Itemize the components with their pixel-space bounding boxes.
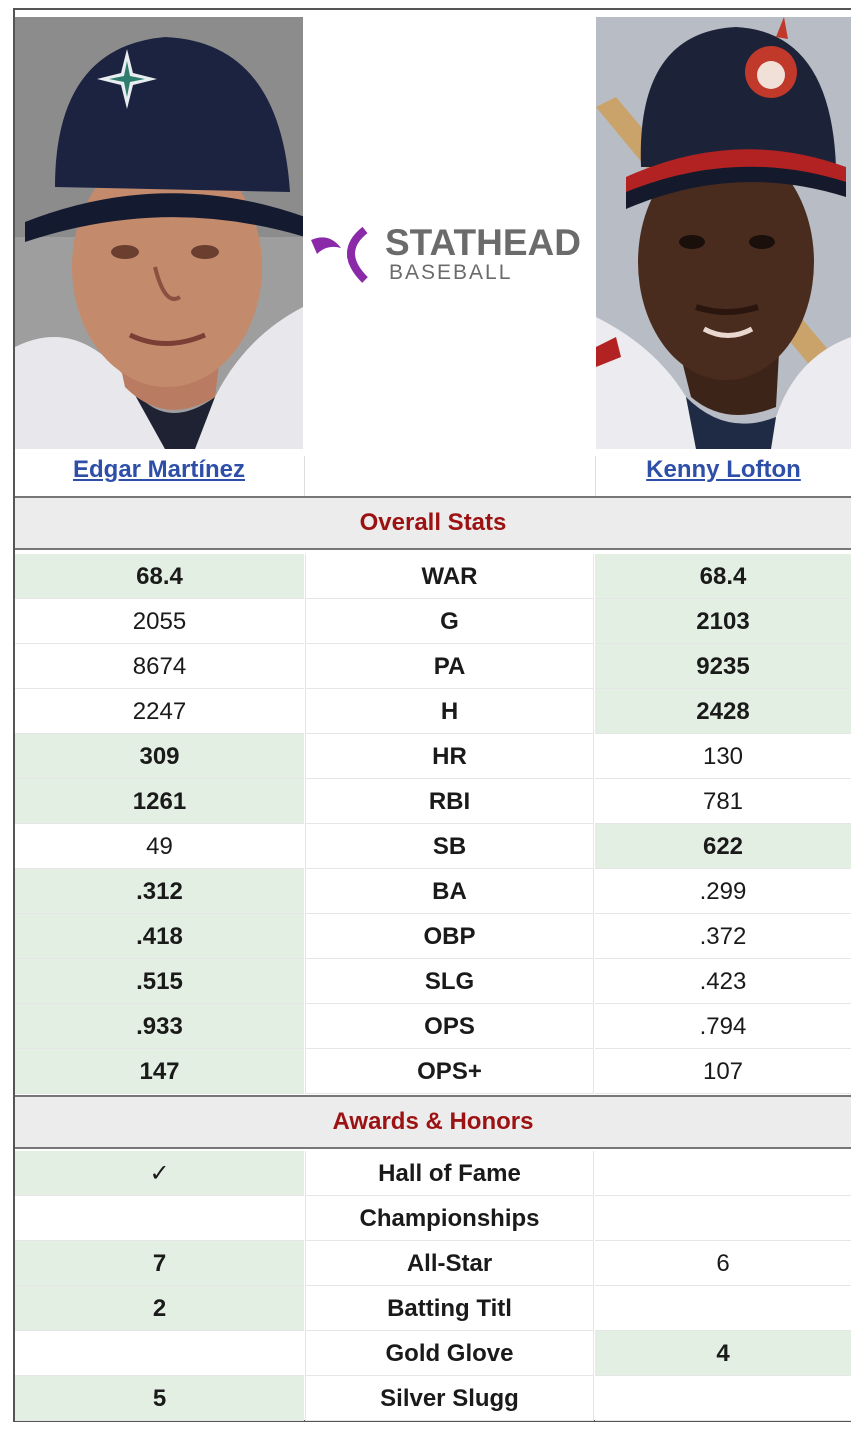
right-value: 2428: [595, 689, 851, 734]
player-name-link-left[interactable]: Edgar Martínez: [72, 456, 246, 483]
table-row: 1261 RBI 781: [15, 779, 851, 824]
right-value: [595, 1286, 851, 1331]
left-value: 49: [15, 824, 304, 869]
right-value: 9235: [595, 644, 851, 689]
stat-label: OBP: [305, 914, 594, 959]
right-value: 6: [595, 1241, 851, 1286]
comparison-table-frame: [13, 8, 851, 1422]
stat-label: Batting Titl: [305, 1286, 594, 1331]
table-row: Gold Glove 4: [15, 1331, 851, 1376]
table-row: 309 HR 130: [15, 734, 851, 779]
table-row: ✓ Hall of Fame: [15, 1151, 851, 1196]
left-value: [15, 1331, 304, 1376]
table-row: 2055 G 2103: [15, 599, 851, 644]
stat-label: OPS+: [305, 1049, 594, 1094]
table-row: 2247 H 2428: [15, 689, 851, 734]
stat-label: All-Star: [305, 1241, 594, 1286]
left-value: 2: [15, 1286, 304, 1331]
header-divider-left: [304, 456, 305, 496]
table-row: 68.4 WAR 68.4: [15, 554, 851, 599]
right-value: 2103: [595, 599, 851, 644]
stat-label: Hall of Fame: [305, 1151, 594, 1196]
left-value: .933: [15, 1004, 304, 1049]
left-value: 2247: [15, 689, 304, 734]
stathead-swoosh-icon: [311, 226, 368, 283]
left-value: 68.4: [15, 554, 304, 599]
right-value: .299: [595, 869, 851, 914]
right-value: .423: [595, 959, 851, 1004]
player-header: STATHEAD BASEBALL: [15, 10, 851, 496]
player-photo-left[interactable]: [15, 17, 303, 449]
right-value: 107: [595, 1049, 851, 1094]
left-value: [15, 1196, 304, 1241]
table-row: .312 BA .299: [15, 869, 851, 914]
left-value: 1261: [15, 779, 304, 824]
right-value: 130: [595, 734, 851, 779]
right-value: .372: [595, 914, 851, 959]
table-row: 147 OPS+ 107: [15, 1049, 851, 1094]
table-row: Championships: [15, 1196, 851, 1241]
right-value: [595, 1196, 851, 1241]
section-header-awards: Awards & Honors: [15, 1095, 851, 1149]
section-header-overall-stats: Overall Stats: [15, 496, 851, 550]
right-value: 622: [595, 824, 851, 869]
stat-label: G: [305, 599, 594, 644]
table-row: 5 Silver Slugg: [15, 1376, 851, 1421]
player-photo-right[interactable]: [596, 17, 851, 449]
header-divider-right: [595, 456, 596, 496]
logo-text-stathead: STATHEAD: [385, 222, 581, 263]
left-value: ✓: [15, 1151, 304, 1196]
right-value: [595, 1376, 851, 1421]
table-row: .418 OBP .372: [15, 914, 851, 959]
right-value: 781: [595, 779, 851, 824]
stat-label: BA: [305, 869, 594, 914]
stat-label: Gold Glove: [305, 1331, 594, 1376]
left-value: 8674: [15, 644, 304, 689]
left-value: 7: [15, 1241, 304, 1286]
table-row: 49 SB 622: [15, 824, 851, 869]
left-value: .515: [15, 959, 304, 1004]
table-row: 7 All-Star 6: [15, 1241, 851, 1286]
stat-label: RBI: [305, 779, 594, 824]
stat-label: SLG: [305, 959, 594, 1004]
stat-label: OPS: [305, 1004, 594, 1049]
left-value: .418: [15, 914, 304, 959]
awards-table: ✓ Hall of Fame Championships 7 All-Star 6 2 Bat…: [15, 1151, 851, 1421]
table-row: 8674 PA 9235: [15, 644, 851, 689]
table-row: 2 Batting Titl: [15, 1286, 851, 1331]
table-row: .933 OPS .794: [15, 1004, 851, 1049]
player-name-link-right[interactable]: Kenny Lofton: [646, 456, 801, 483]
stat-label: H: [305, 689, 594, 734]
left-value: 5: [15, 1376, 304, 1421]
stat-label: Silver Slugg: [305, 1376, 594, 1421]
stathead-baseball-logo[interactable]: STATHEAD BASEBALL: [307, 222, 597, 286]
stat-label: PA: [305, 644, 594, 689]
table-row: .515 SLG .423: [15, 959, 851, 1004]
right-value: [595, 1151, 851, 1196]
right-value: 68.4: [595, 554, 851, 599]
right-value: 4: [595, 1331, 851, 1376]
left-value: 309: [15, 734, 304, 779]
stat-label: SB: [305, 824, 594, 869]
left-value: 147: [15, 1049, 304, 1094]
overall-stats-table: 68.4 WAR 68.4 2055 G 2103 8674 PA 9235 2247 H 2428 3…: [15, 554, 851, 1094]
stat-label: WAR: [305, 554, 594, 599]
stat-label: HR: [305, 734, 594, 779]
right-value: .794: [595, 1004, 851, 1049]
stat-label: Championships: [305, 1196, 594, 1241]
left-value: .312: [15, 869, 304, 914]
logo-text-baseball: BASEBALL: [389, 261, 513, 284]
left-value: 2055: [15, 599, 304, 644]
